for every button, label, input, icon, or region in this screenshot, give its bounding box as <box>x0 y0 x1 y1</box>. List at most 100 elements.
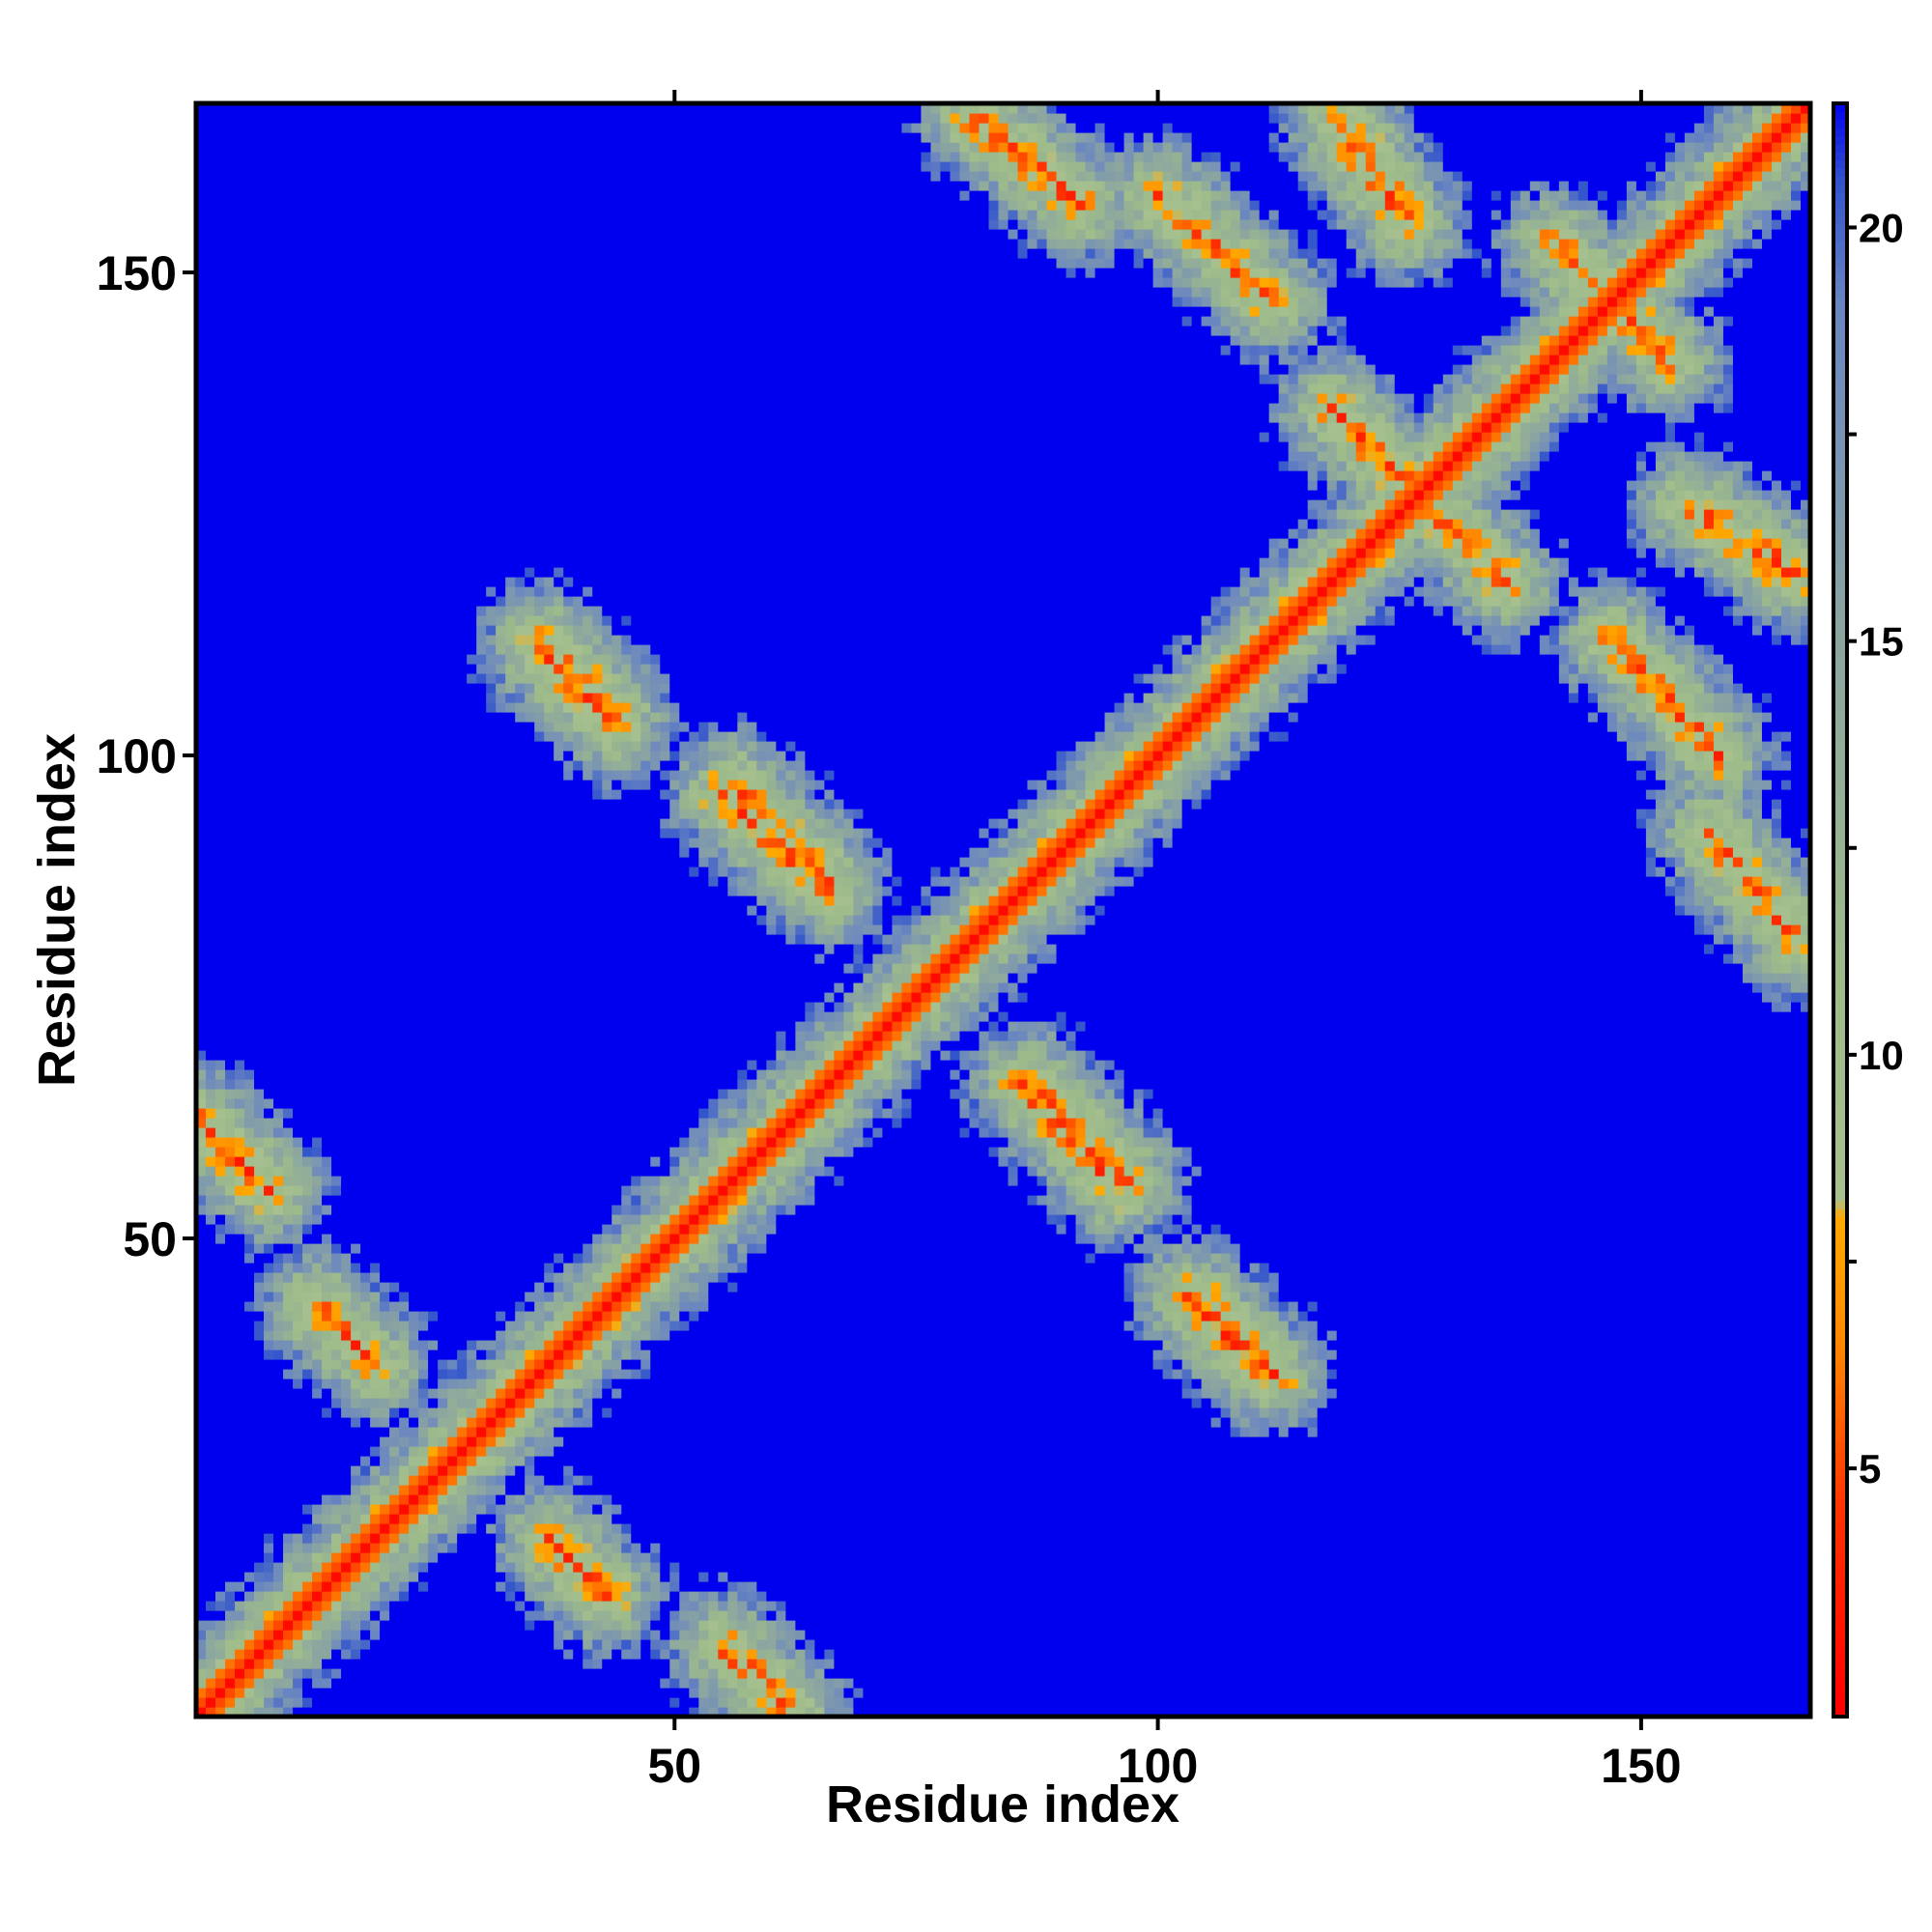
heatmap-cell <box>428 181 439 191</box>
heatmap-cell <box>244 596 255 607</box>
heatmap-cell <box>380 586 390 597</box>
heatmap-cell <box>428 828 439 838</box>
heatmap-cell <box>264 760 274 771</box>
heatmap-cell <box>409 673 419 684</box>
heatmap-cell <box>380 1417 390 1428</box>
heatmap-cell <box>360 171 371 182</box>
heatmap-cell <box>380 1369 390 1379</box>
heatmap-cell <box>244 287 255 298</box>
heatmap-cell <box>351 1031 361 1041</box>
heatmap-cell <box>428 760 439 771</box>
heatmap-cell <box>351 1011 361 1022</box>
heatmap-cell <box>467 1234 477 1244</box>
heatmap-cell <box>225 152 236 162</box>
heatmap-cell <box>467 876 477 887</box>
heatmap-cell <box>438 915 448 925</box>
heatmap-cell <box>341 1330 352 1341</box>
heatmap-cell <box>370 867 381 877</box>
heatmap-cell <box>389 161 400 172</box>
heatmap-cell <box>370 1330 381 1341</box>
heatmap-cell <box>302 277 313 288</box>
heatmap-cell <box>293 1272 303 1283</box>
heatmap-cell <box>428 915 439 925</box>
heatmap-cell <box>244 780 255 790</box>
heatmap-cell <box>399 403 410 413</box>
heatmap-cell <box>254 1369 265 1379</box>
heatmap-cell <box>302 1697 313 1708</box>
heatmap-cell <box>380 316 390 327</box>
heatmap-cell <box>264 132 274 143</box>
heatmap-cell <box>264 1485 274 1495</box>
heatmap-cell <box>215 123 226 133</box>
heatmap-cell <box>409 219 419 230</box>
heatmap-cell <box>302 123 313 133</box>
heatmap-cell <box>254 934 265 945</box>
heatmap-cell <box>264 248 274 259</box>
heatmap-cell <box>457 905 468 916</box>
heatmap-cell <box>380 1040 390 1051</box>
heatmap-cell <box>293 451 303 462</box>
heatmap-cell <box>312 171 323 182</box>
heatmap-cell <box>380 567 390 578</box>
heatmap-cell <box>341 1562 352 1573</box>
heatmap-cell <box>457 1378 468 1389</box>
heatmap-cell <box>360 1436 371 1447</box>
heatmap-cell <box>312 1514 323 1524</box>
heatmap-cell <box>418 731 429 742</box>
heatmap-cell <box>476 924 487 935</box>
heatmap-cell <box>293 577 303 587</box>
heatmap-cell <box>380 557 390 568</box>
heatmap-cell <box>457 1369 468 1379</box>
heatmap-cell <box>244 1224 255 1235</box>
heatmap-cell <box>418 480 429 491</box>
heatmap-cell <box>351 412 361 423</box>
heatmap-cell <box>438 1214 448 1225</box>
heatmap-cell <box>457 799 468 810</box>
heatmap-cell <box>225 384 236 394</box>
heatmap-cell <box>380 1156 390 1167</box>
heatmap-cell <box>225 1543 236 1553</box>
heatmap-cell <box>322 384 332 394</box>
heatmap-cell <box>438 683 448 694</box>
heatmap-cell <box>457 924 468 935</box>
heatmap-cell <box>322 1243 332 1254</box>
heatmap-cell <box>273 1118 284 1128</box>
heatmap-cell <box>293 1436 303 1447</box>
heatmap-cell <box>438 809 448 819</box>
heatmap-cell <box>370 1224 381 1235</box>
heatmap-cell <box>235 1137 245 1148</box>
heatmap-cell <box>322 1562 332 1573</box>
heatmap-cell <box>447 268 458 278</box>
heatmap-cell <box>409 664 419 674</box>
heatmap-cell <box>322 847 332 858</box>
heatmap-cell <box>418 1253 429 1264</box>
heatmap-cell <box>331 1079 342 1090</box>
heatmap-cell <box>351 248 361 259</box>
heatmap-cell <box>264 277 274 288</box>
heatmap-cell <box>283 181 294 191</box>
heatmap-cell <box>244 886 255 896</box>
heatmap-cell <box>273 1417 284 1428</box>
heatmap-cell <box>447 161 458 172</box>
heatmap-cell <box>293 470 303 481</box>
heatmap-cell <box>341 625 352 636</box>
heatmap-cell <box>399 181 410 191</box>
heatmap-cell <box>206 915 216 925</box>
heatmap-cell <box>283 712 294 723</box>
heatmap-cell <box>447 1282 458 1293</box>
heatmap-cell <box>351 731 361 742</box>
heatmap-cell <box>254 287 265 298</box>
heatmap-cell <box>467 577 477 587</box>
heatmap-cell <box>476 615 487 626</box>
heatmap-cell <box>476 1253 487 1264</box>
heatmap-cell <box>302 944 313 954</box>
heatmap-cell <box>341 181 352 191</box>
heatmap-cell <box>331 461 342 471</box>
heatmap-cell <box>409 1069 419 1080</box>
heatmap-cell <box>360 586 371 597</box>
heatmap-cell <box>467 1572 477 1582</box>
heatmap-cell <box>438 760 448 771</box>
heatmap-cell <box>418 1417 429 1428</box>
heatmap-cell <box>380 461 390 471</box>
heatmap-cell <box>418 644 429 655</box>
